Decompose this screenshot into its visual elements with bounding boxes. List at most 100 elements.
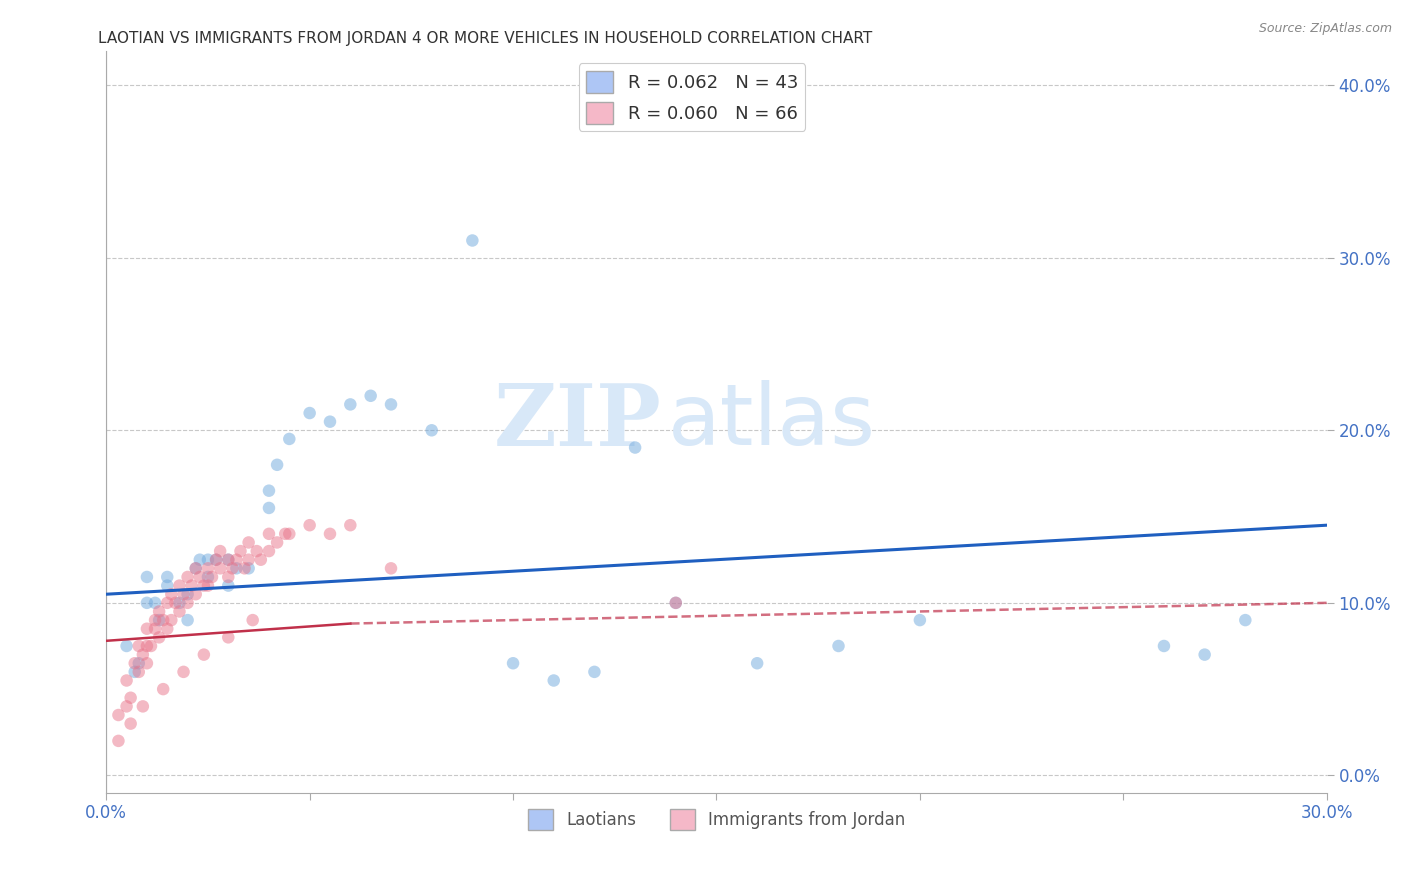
Point: [156, 596, 179, 610]
Point: [139, 639, 162, 653]
Point: [339, 518, 361, 533]
Point: [257, 483, 280, 498]
Point: [173, 587, 195, 601]
Text: atlas: atlas: [668, 380, 876, 463]
Point: [120, 690, 142, 705]
Text: LAOTIAN VS IMMIGRANTS FROM JORDAN 4 OR MORE VEHICLES IN HOUSEHOLD CORRELATION CH: LAOTIAN VS IMMIGRANTS FROM JORDAN 4 OR M…: [98, 31, 873, 46]
Point: [115, 639, 138, 653]
Point: [107, 734, 129, 748]
Point: [135, 570, 157, 584]
Point: [461, 234, 484, 248]
Point: [1153, 639, 1175, 653]
Point: [583, 665, 606, 679]
Point: [1234, 613, 1257, 627]
Point: [148, 631, 170, 645]
Point: [225, 552, 247, 566]
Point: [169, 596, 191, 610]
Point: [420, 423, 443, 437]
Point: [225, 561, 247, 575]
Point: [1194, 648, 1216, 662]
Point: [160, 613, 183, 627]
Point: [217, 578, 239, 592]
Point: [209, 544, 232, 558]
Point: [143, 613, 166, 627]
Point: [238, 552, 260, 566]
Point: [278, 526, 301, 541]
Point: [217, 552, 239, 566]
Point: [107, 708, 129, 723]
Point: [188, 570, 211, 584]
Point: [143, 596, 166, 610]
Point: [747, 657, 769, 671]
Point: [128, 665, 150, 679]
Point: [184, 587, 207, 601]
Point: [205, 552, 228, 566]
Point: [128, 657, 150, 671]
Text: Source: ZipAtlas.com: Source: ZipAtlas.com: [1258, 22, 1392, 36]
Point: [209, 561, 232, 575]
Point: [188, 552, 211, 566]
Point: [217, 631, 239, 645]
Point: [908, 613, 931, 627]
Point: [135, 639, 157, 653]
Point: [217, 552, 239, 566]
Point: [135, 596, 157, 610]
Point: [246, 544, 269, 558]
Point: [380, 561, 402, 575]
Point: [169, 605, 191, 619]
Point: [201, 570, 224, 584]
Point: [180, 578, 202, 592]
Point: [124, 665, 146, 679]
Point: [298, 406, 321, 420]
Point: [229, 544, 252, 558]
Point: [176, 596, 198, 610]
Point: [197, 552, 219, 566]
Point: [242, 613, 264, 627]
Point: [624, 441, 647, 455]
Point: [197, 561, 219, 575]
Legend: Laotians, Immigrants from Jordan: Laotians, Immigrants from Jordan: [522, 803, 911, 837]
Point: [193, 648, 215, 662]
Point: [238, 535, 260, 549]
Point: [319, 415, 342, 429]
Point: [148, 605, 170, 619]
Point: [124, 657, 146, 671]
Point: [319, 526, 342, 541]
Point: [176, 570, 198, 584]
Point: [257, 544, 280, 558]
Point: [115, 699, 138, 714]
Point: [152, 613, 174, 627]
Point: [115, 673, 138, 688]
Point: [193, 578, 215, 592]
Point: [132, 699, 155, 714]
Point: [156, 570, 179, 584]
Point: [148, 613, 170, 627]
Text: ZIP: ZIP: [494, 380, 662, 464]
Point: [184, 561, 207, 575]
Point: [250, 552, 273, 566]
Point: [257, 526, 280, 541]
Point: [217, 570, 239, 584]
Point: [266, 458, 288, 472]
Point: [176, 613, 198, 627]
Point: [165, 596, 187, 610]
Point: [221, 561, 243, 575]
Point: [380, 397, 402, 411]
Point: [543, 673, 565, 688]
Point: [360, 389, 382, 403]
Point: [298, 518, 321, 533]
Point: [120, 716, 142, 731]
Point: [266, 535, 288, 549]
Point: [238, 561, 260, 575]
Point: [827, 639, 849, 653]
Point: [156, 622, 179, 636]
Point: [665, 596, 688, 610]
Point: [502, 657, 524, 671]
Point: [132, 648, 155, 662]
Point: [184, 561, 207, 575]
Point: [169, 578, 191, 592]
Point: [128, 639, 150, 653]
Point: [152, 682, 174, 697]
Point: [274, 526, 297, 541]
Point: [197, 570, 219, 584]
